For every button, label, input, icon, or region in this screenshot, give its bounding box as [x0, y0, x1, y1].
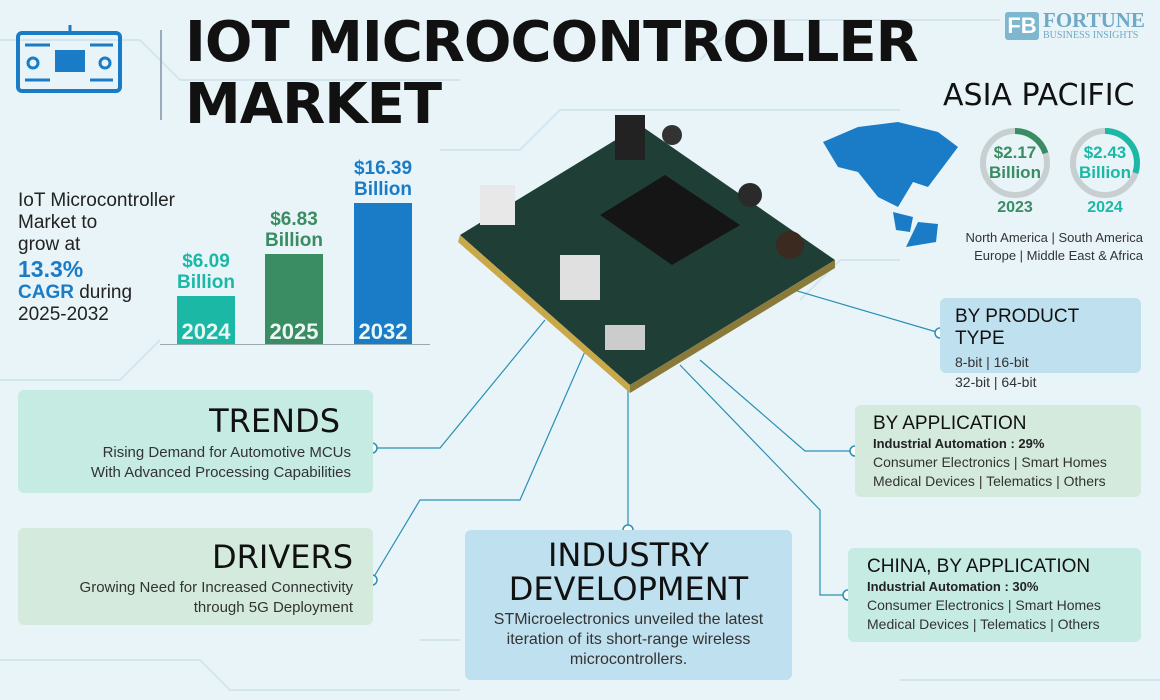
- growth-period: 2025-2032: [18, 304, 109, 325]
- title-line-2: MARKET: [185, 72, 442, 137]
- application-highlight: Industrial Automation : 29%: [873, 436, 1045, 451]
- application-box: BY APPLICATION Industrial Automation : 2…: [855, 405, 1141, 497]
- industry-title-2: DEVELOPMENT: [508, 570, 749, 608]
- drivers-title: DRIVERS: [212, 538, 353, 576]
- trends-line-1: Rising Demand for Automotive MCUs: [102, 444, 351, 461]
- circuit-board-icon: [16, 25, 122, 93]
- during-text: during: [79, 282, 133, 303]
- logo-sub: BUSINESS INSIGHTS: [1043, 30, 1139, 41]
- bar-category-label: 2032: [358, 319, 408, 344]
- region-unit: Billion: [989, 163, 1041, 182]
- china-line-1: Consumer Electronics | Smart Homes: [867, 597, 1101, 613]
- application-title: BY APPLICATION: [873, 413, 1027, 434]
- bar-unit: Billion: [353, 179, 413, 200]
- other-regions: North America | South America Europe | M…: [965, 229, 1143, 265]
- industry-line-1: STMicroelectronics unveiled the latest: [493, 611, 764, 628]
- region-value: $2.43: [1083, 143, 1127, 162]
- industry-title-1: INDUSTRY: [547, 536, 710, 574]
- bar-value: $6.09: [182, 251, 230, 272]
- industry-line-3: microcontrollers.: [569, 651, 688, 668]
- bar-unit: Billion: [264, 230, 324, 251]
- product-type-line-2: 32-bit | 64-bit: [955, 374, 1037, 390]
- cagr-value: 13.3%: [18, 256, 84, 282]
- product-type-line-1: 8-bit | 16-bit: [955, 354, 1029, 370]
- donut-value: $2.43 Billion: [1070, 143, 1140, 183]
- bar-2032: 2032: [354, 203, 412, 344]
- bar-value: $6.83: [270, 209, 318, 230]
- fortune-logo: FB FORTUNE BUSINESS INSIGHTS: [1005, 10, 1145, 41]
- title-divider: [160, 30, 162, 120]
- trends-title: TRENDS: [209, 402, 340, 440]
- drivers-line-1: Growing Need for Increased Connectivity: [79, 579, 353, 596]
- page-title: IOT MICROCONTROLLER MARKET: [185, 10, 919, 137]
- bar-category-label: 2025: [269, 319, 319, 344]
- asia-map-icon: [823, 122, 958, 247]
- bar-value: $16.39: [353, 158, 413, 179]
- region-year: 2024: [1087, 199, 1123, 216]
- region-value: $2.17: [993, 143, 1037, 162]
- bar-2024: 2024: [177, 296, 235, 344]
- application-line-1: Consumer Electronics | Smart Homes: [873, 454, 1107, 470]
- bar-2025: 2025: [265, 254, 323, 344]
- asia-pacific-title: ASIA PACIFIC: [943, 78, 1135, 113]
- cagr-label: CAGR: [18, 282, 74, 303]
- growth-line-2: Market to: [18, 212, 98, 233]
- region-year: 2023: [997, 199, 1033, 216]
- china-application-box: CHINA, BY APPLICATION Industrial Automat…: [848, 548, 1141, 642]
- industry-development-box: INDUSTRY DEVELOPMENT STMicroelectronics …: [465, 530, 792, 680]
- microcontroller-board-image: [458, 115, 835, 393]
- growth-line-1: IoT Microcontroller: [18, 190, 175, 211]
- product-type-title: BY PRODUCT TYPE: [955, 306, 1079, 349]
- china-title: CHINA, BY APPLICATION: [867, 556, 1091, 577]
- region-unit: Billion: [1079, 163, 1131, 182]
- market-bar-chart: 2024 $6.09 Billion 2025 $6.83 Billion 2032 $16.…: [160, 140, 430, 345]
- donut-2023: [980, 128, 1050, 198]
- logo-word: FORTUNE: [1043, 8, 1145, 32]
- bar-unit: Billion: [176, 272, 236, 293]
- industry-line-2: iteration of its short-range wireless: [506, 631, 751, 648]
- bar-value-label: $16.39 Billion: [338, 158, 428, 200]
- drivers-box: DRIVERS Growing Need for Increased Conne…: [18, 528, 373, 625]
- trends-line-2: With Advanced Processing Capabilities: [90, 464, 351, 481]
- growth-line-3: grow at: [18, 234, 81, 255]
- bar-value-label: $6.09 Billion: [161, 251, 251, 293]
- china-highlight: Industrial Automation : 30%: [867, 579, 1039, 594]
- drivers-line-2: through 5G Deployment: [193, 599, 353, 616]
- regions-line-2: Europe | Middle East & Africa: [974, 248, 1143, 263]
- bar-category-label: 2024: [181, 319, 231, 344]
- bar-value-label: $6.83 Billion: [249, 209, 339, 251]
- regions-line-1: North America | South America: [965, 230, 1143, 245]
- donut-value: $2.17 Billion: [980, 143, 1050, 183]
- fortune-logo-icon: FB: [1005, 11, 1039, 40]
- donut-2024: [1070, 128, 1140, 198]
- growth-text: IoT Microcontroller Market to grow at 13…: [18, 190, 175, 326]
- china-line-2: Medical Devices | Telematics | Others: [867, 616, 1100, 632]
- trends-box: TRENDS Rising Demand for Automotive MCUs…: [18, 390, 373, 493]
- product-type-box: BY PRODUCT TYPE 8-bit | 16-bit 32-bit | …: [940, 298, 1141, 390]
- application-line-2: Medical Devices | Telematics | Others: [873, 473, 1106, 489]
- title-line-1: IOT MICROCONTROLLER: [185, 10, 919, 75]
